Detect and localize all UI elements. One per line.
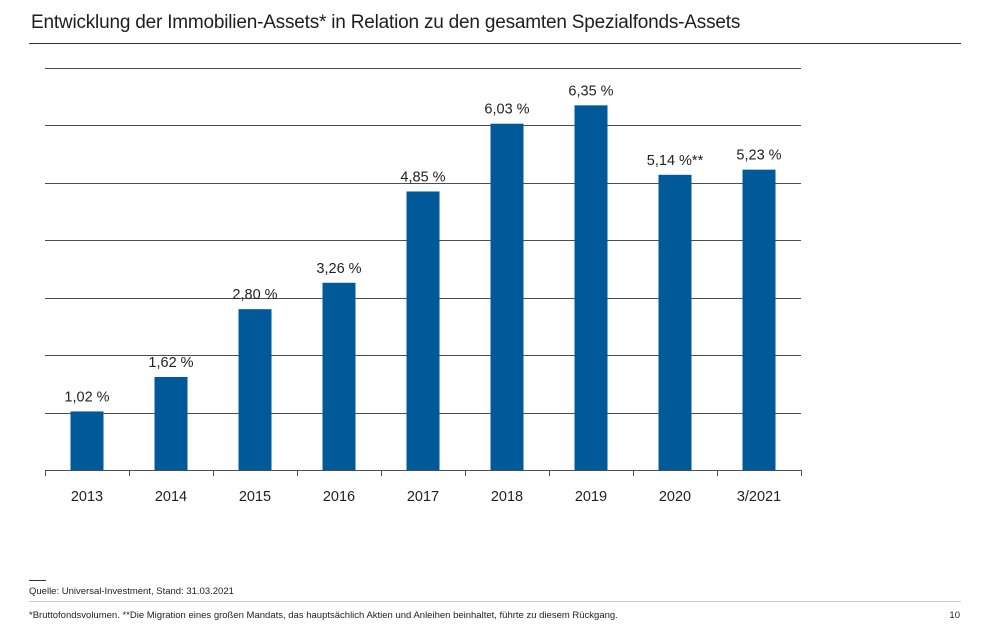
data-label: 2,80 % [232,287,277,303]
data-label: 5,23 % [736,148,781,164]
data-label: 6,35 % [568,83,613,99]
x-tick-label: 2017 [407,489,439,505]
bar [490,123,524,470]
data-label: 5,14 %** [647,153,704,169]
bar [574,105,608,470]
x-tick-label: 2015 [239,489,271,505]
page-number: 10 [949,610,960,621]
x-tick-label: 3/2021 [737,489,781,505]
footnote: *Bruttofondsvolumen. **Die Migration ein… [29,610,618,621]
x-tick-label: 2019 [575,489,607,505]
bar [658,174,692,470]
bar [154,376,188,470]
source-note: Quelle: Universal-Investment, Stand: 31.… [29,586,234,597]
data-label: 1,02 % [64,389,109,405]
x-tick-label: 2014 [155,489,187,505]
x-tick-label: 2018 [491,489,523,505]
footer-divider [29,601,961,602]
data-label: 1,62 % [148,355,193,371]
x-tick-label: 2016 [323,489,355,505]
data-label: 6,03 % [484,102,529,118]
x-tick-label: 2013 [71,489,103,505]
chart-title: Entwicklung der Immobilien-Assets* in Re… [31,12,741,33]
bar [406,191,440,470]
bar-chart: 1,02 % 2013 1,62 % 2014 2,80 % 2015 3,26 % 2016… [45,68,802,505]
title-divider [29,43,961,44]
x-tick-label: 2020 [659,489,691,505]
data-label: 3,26 % [316,261,361,277]
bar [742,169,776,471]
bar [238,309,272,470]
source-divider [29,580,46,581]
bar [322,282,356,470]
bar [70,411,104,470]
data-label: 4,85 % [400,169,445,185]
